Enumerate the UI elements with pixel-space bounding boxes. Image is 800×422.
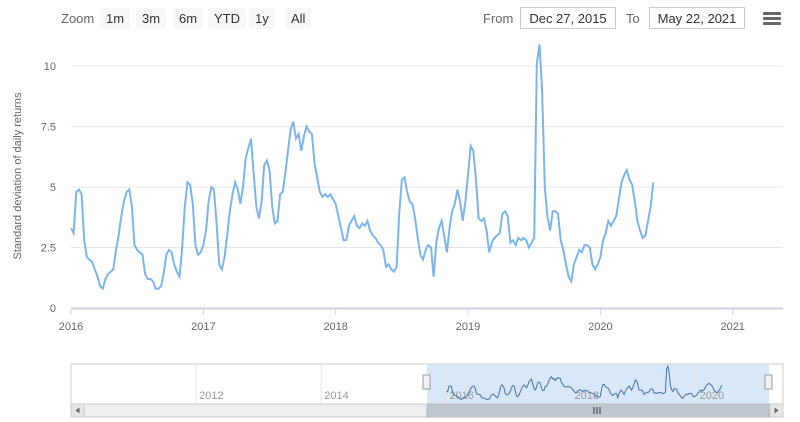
navigator-tick-label: 2014 [324, 390, 348, 402]
zoom-label: Zoom [61, 11, 95, 26]
y-tick-label: 7.5 [41, 122, 56, 134]
x-tick-label: 2016 [59, 321, 83, 333]
navigator-tick-label: 2016 [449, 390, 473, 402]
navigator-right-handle[interactable] [764, 374, 773, 390]
y-tick-label: 0 [50, 303, 56, 315]
navigator-left-handle[interactable] [422, 374, 431, 390]
navigator-tick-label: 2012 [199, 390, 223, 402]
y-axis-ticks: 0 2.5 5 7.5 10 [41, 61, 56, 315]
x-tick-label: 2018 [323, 321, 347, 333]
series-line [70, 44, 655, 291]
hamburger-menu-icon[interactable] [763, 12, 781, 26]
arrow-right-icon [774, 407, 779, 414]
navigator-ticks: 2012 2014 2016 2018 2020 [195, 364, 724, 404]
scrollbar-grip-icon [593, 407, 601, 414]
zoom-1y-button[interactable]: 1y [249, 8, 275, 29]
from-date-input[interactable]: Dec 27, 2015 [520, 7, 616, 29]
from-label: From [483, 11, 514, 26]
navigator-tick-label: 2018 [575, 390, 599, 402]
x-tick-label: 2019 [456, 321, 480, 333]
x-axis: 2016 2017 2018 2019 2020 2021 [59, 308, 783, 333]
to-label: To [626, 11, 640, 26]
navigator-series-line [446, 364, 723, 400]
y-tick-label: 2.5 [41, 243, 56, 255]
navigator: 2012 2014 2016 2018 2020 [70, 363, 784, 405]
y-tick-label: 10 [44, 61, 56, 73]
x-tick-label: 2021 [720, 321, 744, 333]
x-tick-label: 2017 [191, 321, 215, 333]
y-axis-title: Standard deviation of daily returns [12, 92, 24, 259]
zoom-ytd-button[interactable]: YTD [208, 8, 246, 29]
x-tick-label: 2020 [588, 321, 612, 333]
zoom-6m-button[interactable]: 6m [173, 8, 204, 29]
arrow-left-icon [75, 407, 80, 414]
to-date-input[interactable]: May 22, 2021 [649, 7, 745, 29]
scrollbar-thumb[interactable] [426, 403, 770, 418]
zoom-1m-button[interactable]: 1m [100, 8, 131, 29]
zoom-all-button[interactable]: All [285, 8, 312, 29]
y-tick-label: 5 [50, 182, 56, 194]
zoom-3m-button[interactable]: 3m [136, 8, 167, 29]
navigator-tick-label: 2020 [700, 390, 724, 402]
scrollbar [70, 403, 784, 418]
